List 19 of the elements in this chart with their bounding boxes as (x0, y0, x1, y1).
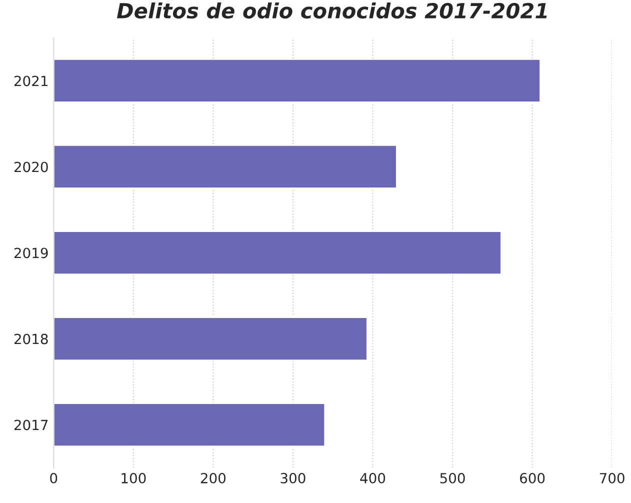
y-tick-label: 2019 (14, 248, 48, 258)
chart-title: Delitos de odio conocidos 2017-2021 (116, 2, 547, 19)
bar (54, 58, 541, 103)
x-tick-label: 100 (122, 472, 146, 484)
x-tick-label: 0 (50, 472, 58, 484)
y-tick-label: 2021 (14, 76, 48, 86)
bar (54, 144, 398, 189)
y-tick-label: 2017 (14, 420, 48, 430)
bar (54, 316, 368, 361)
bar (54, 402, 326, 447)
y-tick-label: 2020 (14, 162, 48, 172)
x-tick-label: 600 (520, 472, 545, 484)
x-tick-label: 700 (600, 472, 624, 484)
bar (54, 230, 502, 275)
y-tick-label: 2018 (14, 334, 48, 344)
x-tick-label: 400 (360, 472, 386, 484)
x-tick-label: 300 (280, 472, 306, 484)
x-tick-label: 500 (440, 472, 465, 484)
x-tick-label: 200 (200, 472, 226, 484)
